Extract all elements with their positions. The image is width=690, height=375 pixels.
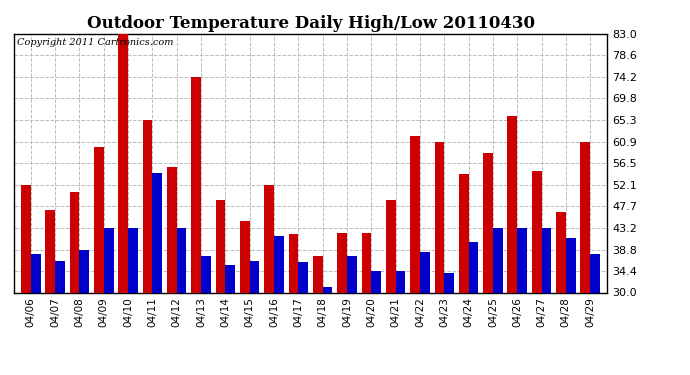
- Bar: [493, 228, 502, 375]
- Bar: [167, 166, 177, 375]
- Bar: [459, 174, 469, 375]
- Bar: [542, 228, 551, 375]
- Bar: [216, 200, 226, 375]
- Bar: [119, 34, 128, 375]
- Bar: [469, 242, 478, 375]
- Bar: [566, 238, 575, 375]
- Bar: [362, 233, 371, 375]
- Bar: [347, 256, 357, 375]
- Bar: [79, 249, 89, 375]
- Bar: [143, 120, 152, 375]
- Bar: [128, 228, 138, 375]
- Bar: [21, 184, 31, 375]
- Bar: [240, 221, 250, 375]
- Bar: [507, 116, 518, 375]
- Bar: [323, 287, 333, 375]
- Bar: [70, 192, 79, 375]
- Bar: [395, 271, 405, 375]
- Bar: [420, 252, 430, 375]
- Bar: [191, 77, 201, 375]
- Bar: [226, 265, 235, 375]
- Bar: [298, 262, 308, 375]
- Bar: [264, 184, 274, 375]
- Bar: [371, 271, 381, 375]
- Bar: [250, 261, 259, 375]
- Bar: [313, 256, 323, 375]
- Bar: [152, 173, 162, 375]
- Title: Outdoor Temperature Daily High/Low 20110430: Outdoor Temperature Daily High/Low 20110…: [86, 15, 535, 32]
- Bar: [274, 236, 284, 375]
- Bar: [556, 212, 566, 375]
- Bar: [177, 228, 186, 375]
- Bar: [590, 254, 600, 375]
- Bar: [31, 254, 41, 375]
- Bar: [386, 200, 395, 375]
- Bar: [55, 261, 65, 375]
- Bar: [483, 153, 493, 375]
- Bar: [580, 142, 590, 375]
- Text: Copyright 2011 Cartronics.com: Copyright 2011 Cartronics.com: [17, 38, 173, 46]
- Bar: [337, 233, 347, 375]
- Bar: [201, 256, 210, 375]
- Bar: [518, 228, 527, 375]
- Bar: [288, 234, 298, 375]
- Bar: [104, 228, 114, 375]
- Bar: [46, 210, 55, 375]
- Bar: [444, 273, 454, 375]
- Bar: [94, 147, 104, 375]
- Bar: [532, 171, 542, 375]
- Bar: [411, 136, 420, 375]
- Bar: [435, 142, 444, 375]
